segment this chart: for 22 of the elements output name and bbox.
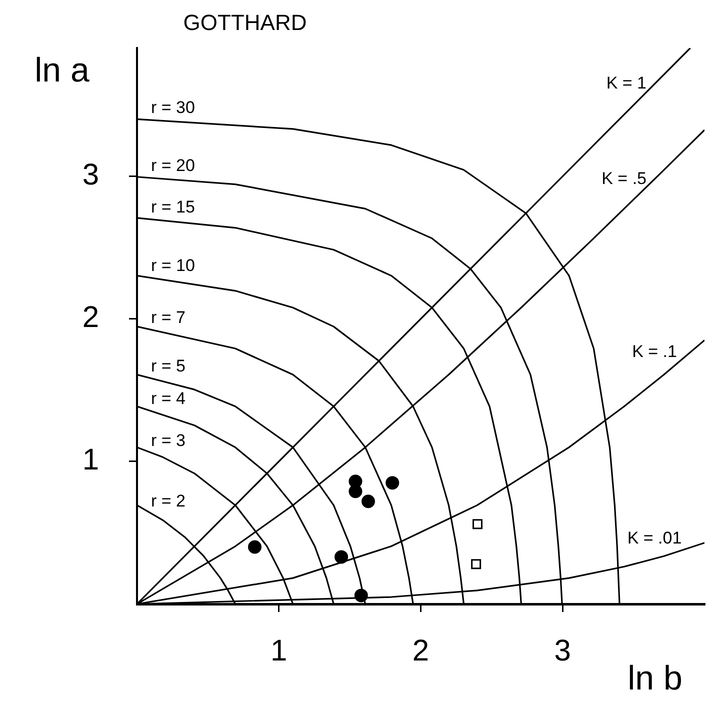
- x-tick-label: 2: [412, 634, 430, 668]
- series-label: K = .01: [627, 528, 682, 548]
- series-label: r = 15: [151, 198, 195, 217]
- series-label: r = 4: [151, 389, 186, 408]
- series-label: r = 3: [151, 430, 186, 450]
- y-tick-label: 2: [82, 301, 99, 334]
- series-label: r = 30: [151, 98, 195, 118]
- series-label: r = 10: [151, 256, 195, 276]
- x-tick-label: 3: [554, 634, 571, 668]
- y-tick-label: 3: [82, 158, 99, 192]
- chart-title: GOTTHARD: [183, 10, 307, 36]
- x-tick-label: 1: [270, 634, 288, 668]
- series-label: r = 20: [151, 156, 195, 176]
- series-label: K = .5: [602, 168, 646, 188]
- series-label: K = 1: [606, 74, 646, 93]
- series-label: r = 7: [151, 308, 186, 327]
- series-label: r = 5: [151, 356, 186, 376]
- series-label: K = .1: [632, 342, 677, 361]
- y-axis-title: ln a: [34, 51, 90, 90]
- series-label: r = 2: [151, 492, 186, 511]
- y-tick-label: 1: [82, 444, 99, 477]
- x-axis-title: ln b: [628, 659, 682, 698]
